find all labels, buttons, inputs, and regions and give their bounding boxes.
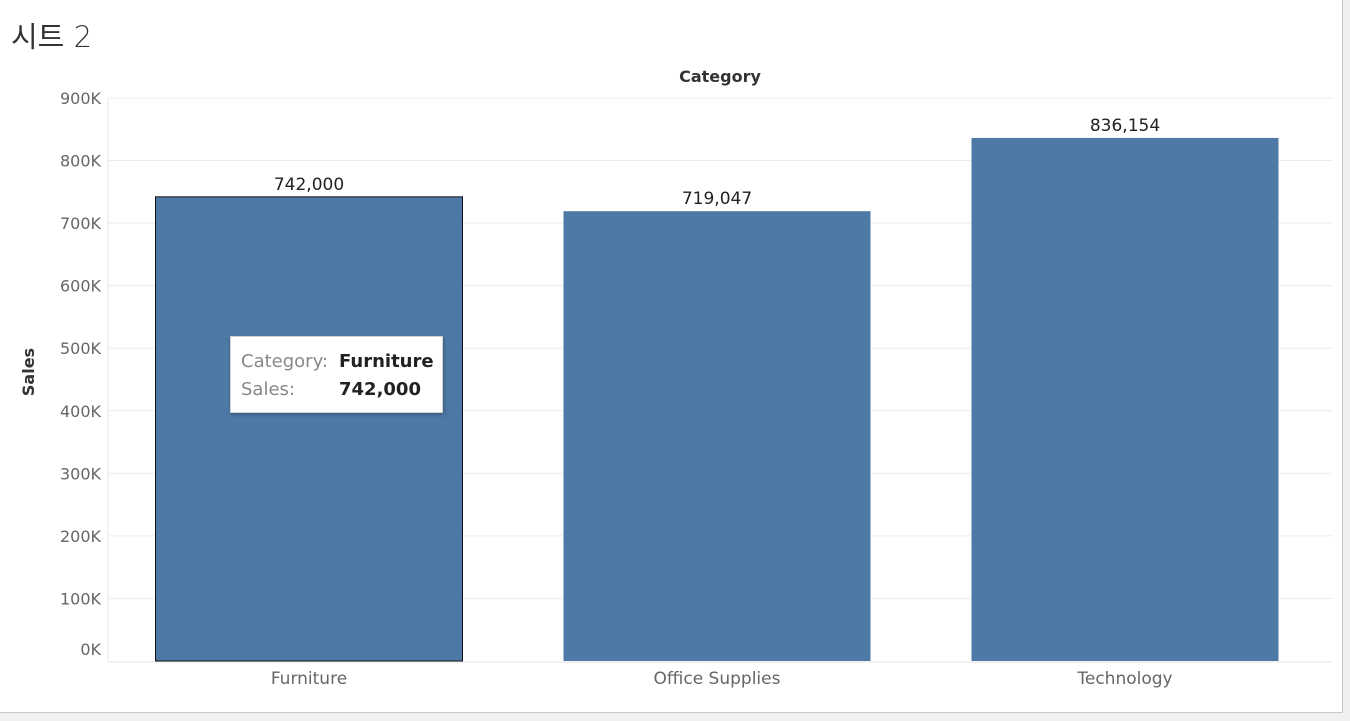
data-label: 719,047 [682,189,752,209]
y-tick-label: 500K [60,339,102,358]
y-axis-title: Sales [19,348,38,396]
y-tick-label: 700K [60,214,102,233]
y-tick-label: 300K [60,464,102,483]
tooltip: Category: Furniture Sales: 742,000 [230,336,443,413]
y-tick-label: 600K [60,277,102,296]
x-category-label[interactable]: Office Supplies [654,669,781,689]
tooltip-sales-key: Sales: [241,379,295,400]
y-tick-label: 900K [60,89,102,108]
bars [155,137,1279,662]
x-axis-categories: Furniture Office Supplies Technology [271,669,1173,689]
x-axis-title: Category [679,67,761,86]
sheet-title: 시트 2 [11,20,93,54]
tooltip-category-row: Category: Furniture [241,351,434,375]
y-tick-label: 400K [60,402,102,421]
tooltip-category-value: Furniture [339,351,434,372]
data-label: 836,154 [1090,116,1160,136]
y-tick-label: 0K [80,640,101,659]
data-labels: 742,000 719,047 836,154 [274,116,1160,209]
bar-office-supplies[interactable] [563,211,871,661]
tooltip-sales-value: 742,000 [339,379,421,400]
x-category-label[interactable]: Furniture [271,669,347,689]
y-tick-label: 100K [60,589,102,608]
bar-furniture[interactable] [155,196,463,662]
y-tick-label: 800K [60,152,102,171]
data-label: 742,000 [274,175,344,195]
y-axis-ticks: 0K 100K 200K 300K 400K 500K 600K 700K 800K 900K [60,89,102,659]
bar-technology[interactable] [971,137,1279,662]
tooltip-category-key: Category: [241,351,328,372]
tooltip-sales-row: Sales: 742,000 [241,379,421,403]
x-category-label[interactable]: Technology [1076,669,1172,689]
y-tick-label: 200K [60,527,102,546]
